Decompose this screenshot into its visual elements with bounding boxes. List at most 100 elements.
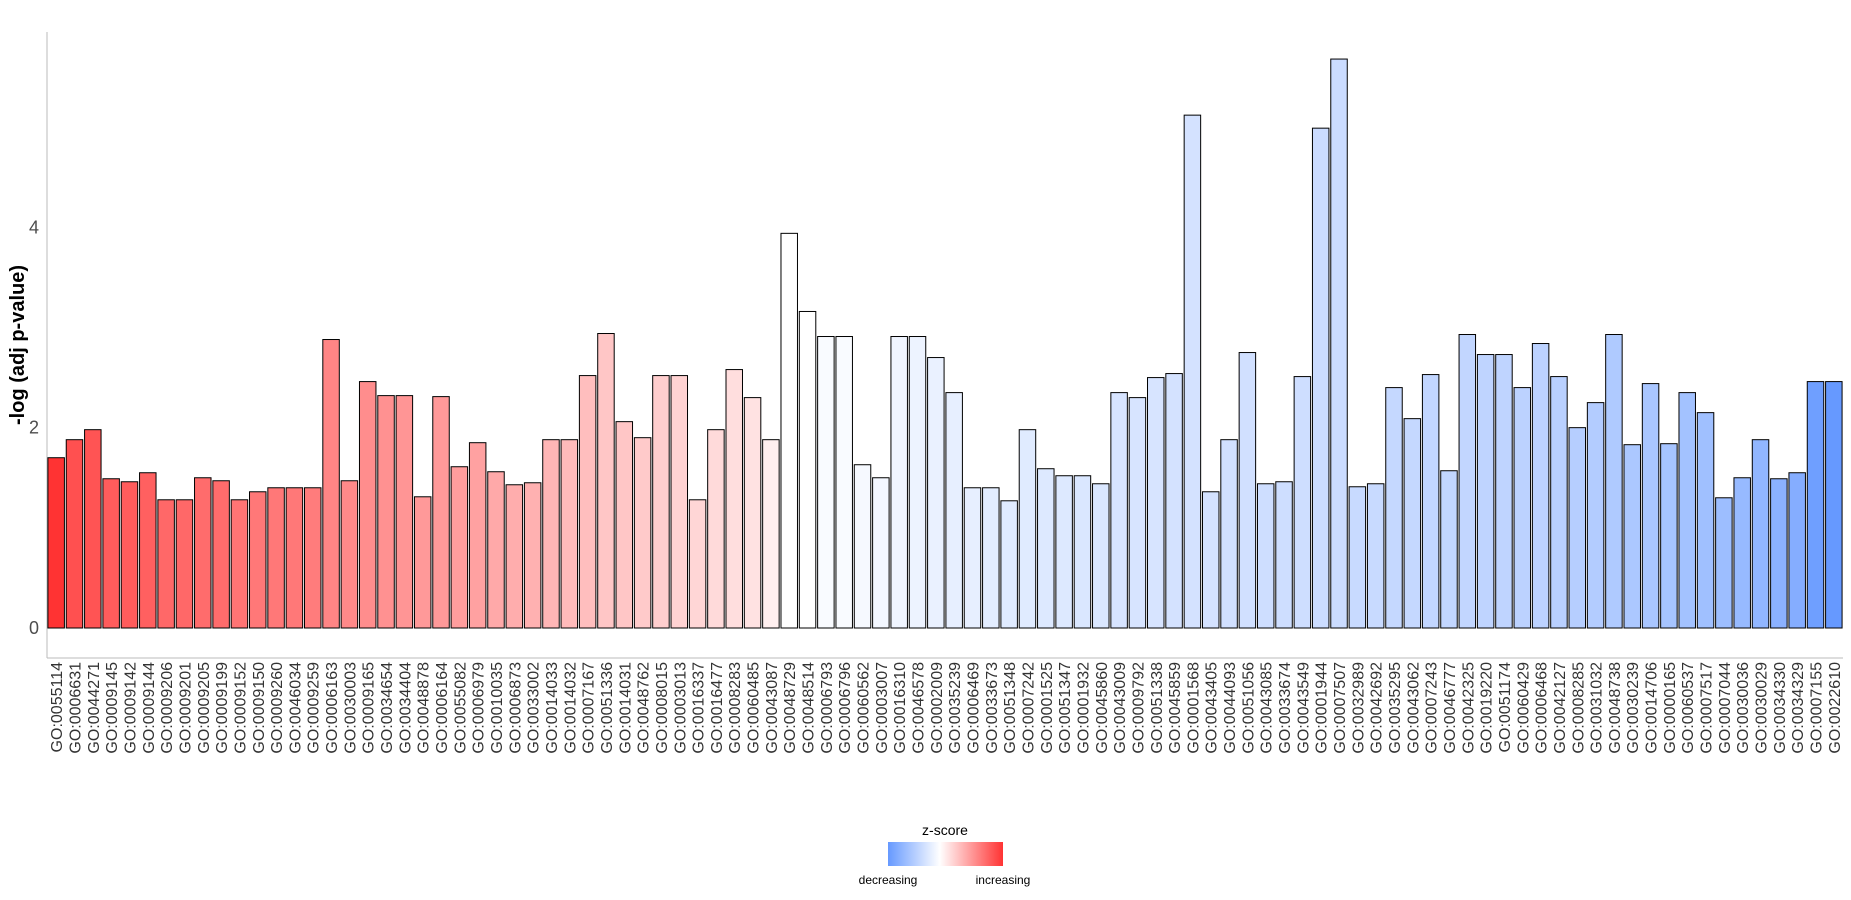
- x-tick-label: GO:0009201: [177, 662, 194, 754]
- bar: [1440, 470, 1458, 629]
- bar: [377, 395, 395, 629]
- x-tick-label: GO:0006164: [434, 662, 451, 754]
- x-tick-label: GO:0016310: [892, 662, 909, 754]
- bar: [743, 397, 762, 629]
- x-tick-label: GO:0006469: [965, 662, 982, 754]
- x-tick-label: GO:0009206: [159, 662, 176, 754]
- x-tick-label: GO:0009152: [232, 662, 249, 754]
- bar: [47, 457, 65, 629]
- bar: [1311, 127, 1330, 629]
- bar: [1660, 443, 1678, 629]
- x-tick-label: GO:0006468: [1534, 662, 1551, 754]
- bar: [578, 375, 597, 629]
- y-tick-label: 4: [29, 217, 39, 237]
- x-tick-label: GO:0043062: [1405, 662, 1422, 754]
- x-tick-label: GO:0009260: [269, 662, 286, 754]
- x-tick-label: GO:0042692: [1369, 662, 1386, 754]
- bar: [835, 336, 853, 629]
- bar: [1055, 475, 1073, 629]
- x-tick-label: GO:0009144: [141, 662, 158, 754]
- x-tick-label: GO:0006979: [471, 662, 488, 754]
- bar: [1147, 377, 1165, 629]
- x-tick-label: GO:0051347: [1057, 662, 1074, 754]
- bar: [523, 482, 542, 629]
- x-tick-label: GO:0007243: [1424, 662, 1441, 754]
- x-tick-label: GO:0060562: [856, 662, 873, 754]
- bar: [102, 478, 120, 629]
- x-tick-label: GO:0006163: [324, 662, 341, 754]
- bar: [358, 381, 377, 629]
- bar: [853, 464, 872, 629]
- y-axis-label: -log (adj p-value): [7, 265, 29, 425]
- x-tick-label: GO:0009259: [306, 662, 323, 754]
- bar: [597, 333, 615, 629]
- bar: [688, 499, 707, 629]
- x-tick-label: GO:0006793: [819, 662, 836, 754]
- bar: [340, 480, 359, 629]
- x-tick-label: GO:0007507: [1332, 662, 1349, 754]
- x-tick-label: GO:0051338: [1149, 662, 1166, 754]
- bar: [1128, 397, 1147, 629]
- x-tick-label: GO:0022610: [1827, 662, 1844, 754]
- x-tick-label: GO:0006631: [67, 662, 84, 754]
- bar: [249, 491, 267, 629]
- bar: [1513, 387, 1532, 629]
- bar: [1403, 418, 1422, 629]
- x-tick-label: GO:0055114: [49, 662, 66, 753]
- x-tick-label: GO:0043549: [1295, 662, 1312, 754]
- x-tick-label: GO:0044093: [1222, 662, 1239, 754]
- x-tick-label: GO:0016337: [691, 662, 708, 754]
- x-tick-label: GO:0048738: [1607, 662, 1624, 754]
- bar: [1256, 483, 1275, 629]
- bar: [945, 392, 963, 629]
- x-tick-label: GO:0044271: [86, 662, 103, 754]
- x-tick-label: GO:0046777: [1442, 662, 1459, 754]
- bar: [652, 375, 670, 629]
- bar: [1458, 334, 1477, 629]
- bar: [175, 499, 194, 629]
- x-tick-label: GO:0007155: [1809, 662, 1826, 754]
- bar: [908, 336, 927, 629]
- bar: [615, 421, 634, 629]
- bar: [65, 439, 84, 629]
- x-tick-label: GO:0043085: [1259, 662, 1276, 754]
- x-tick-label: GO:0007167: [581, 662, 598, 754]
- legend: z-score decreasing increasing: [859, 822, 1031, 887]
- bar: [322, 339, 340, 629]
- x-tick-label: GO:0051056: [1240, 662, 1257, 754]
- x-tick-label: GO:0019220: [1479, 662, 1496, 754]
- x-tick-labels: GO:0055114 GO:0006631 GO:0044271 GO:0009145…: [49, 662, 1844, 754]
- x-tick-label: GO:0006873: [507, 662, 524, 754]
- bar: [1366, 483, 1385, 629]
- x-tick-label: GO:0033673: [984, 662, 1001, 754]
- bar: [542, 439, 560, 629]
- bar: [1733, 477, 1751, 629]
- x-tick-label: GO:0032989: [1350, 662, 1367, 754]
- bar: [633, 437, 652, 629]
- bar: [84, 429, 102, 629]
- bar: [1018, 429, 1037, 629]
- x-tick-label: GO:0046578: [911, 662, 928, 754]
- bar: [1275, 481, 1293, 629]
- bar: [1110, 392, 1128, 629]
- x-tick-label: GO:0034330: [1772, 662, 1789, 754]
- bar: [395, 395, 414, 629]
- bar: [1238, 352, 1257, 629]
- x-tick-label: GO:0035295: [1387, 662, 1404, 754]
- x-tick-label: GO:0034329: [1790, 662, 1807, 754]
- y-axis: 0 2 4 -log (adj p-value): [7, 32, 48, 658]
- bar: [817, 336, 835, 629]
- bar: [670, 375, 689, 629]
- bar: [285, 487, 304, 629]
- x-tick-label: GO:0060485: [746, 662, 763, 754]
- bar: [1421, 374, 1440, 629]
- x-tick-label: GO:0003007: [874, 662, 891, 754]
- x-tick-label: GO:0051336: [599, 662, 616, 754]
- x-tick-label: GO:0030239: [1625, 662, 1642, 754]
- y-tick-label: 0: [29, 618, 39, 638]
- bar: [927, 357, 945, 629]
- bar: [1092, 483, 1110, 629]
- bar: [413, 496, 432, 629]
- bar: [872, 477, 890, 629]
- bar: [780, 232, 798, 629]
